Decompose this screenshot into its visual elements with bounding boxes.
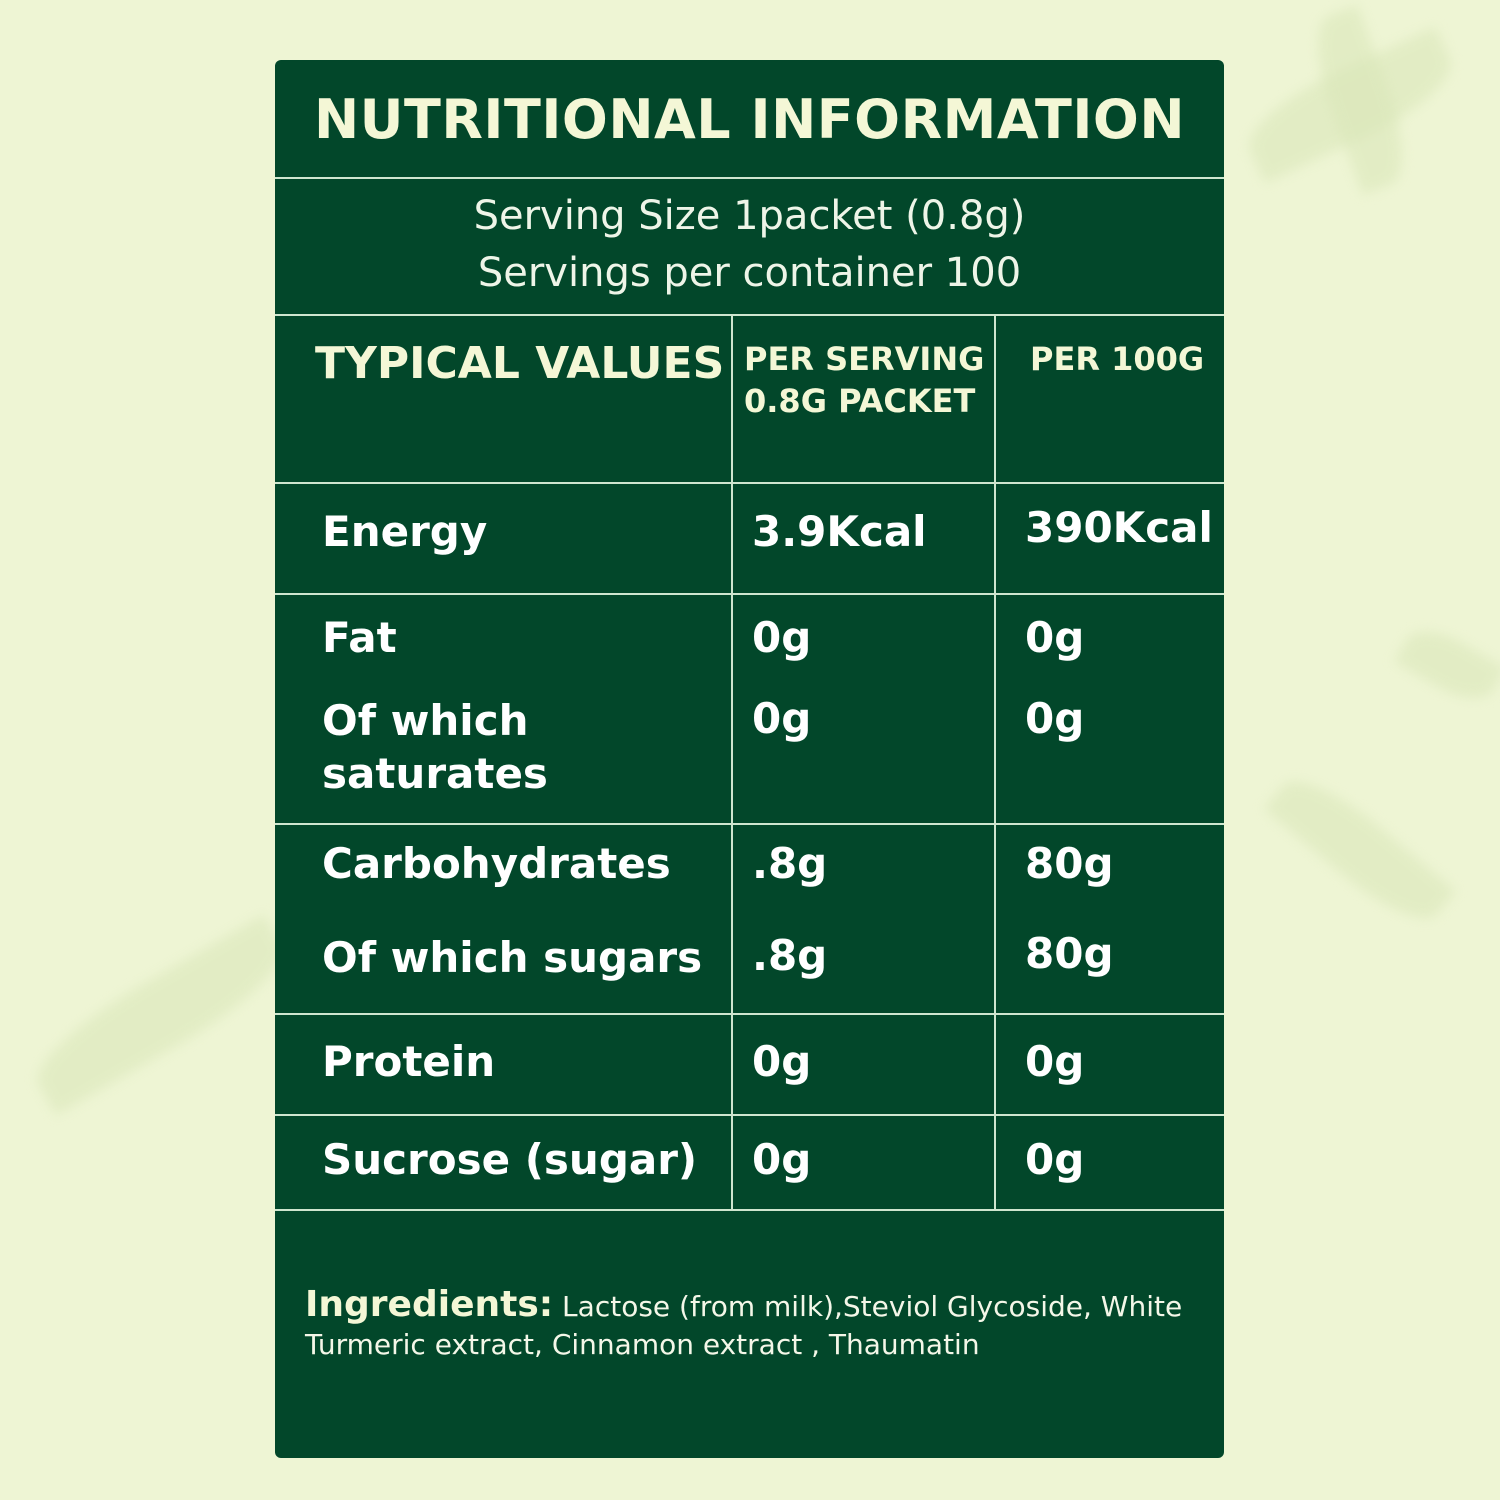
saturates-per-serving: 0g bbox=[752, 694, 812, 743]
leaf-decoration bbox=[21, 914, 299, 1116]
sucrose-per-serving: 0g bbox=[752, 1135, 812, 1184]
row-label-sugars: Of which sugars bbox=[322, 933, 703, 982]
header-per-serving-line1: PER SERVING bbox=[744, 340, 985, 378]
divider bbox=[275, 1114, 1224, 1116]
fat-per-100g: 0g bbox=[1025, 613, 1085, 662]
divider bbox=[275, 823, 1224, 825]
serving-size: Serving Size 1packet (0.8g) bbox=[473, 193, 1026, 239]
divider bbox=[275, 1209, 1224, 1211]
row-label-saturates-line1: Of which bbox=[322, 696, 529, 745]
energy-per-serving: 3.9Kcal bbox=[752, 507, 927, 556]
header-per-100g: PER 100G bbox=[1030, 340, 1205, 378]
divider bbox=[275, 314, 1224, 316]
panel-title: NUTRITIONAL INFORMATION bbox=[313, 88, 1186, 151]
ingredients-label: Ingredients: bbox=[305, 1284, 554, 1325]
row-label-fat: Fat bbox=[322, 613, 397, 662]
row-label-sucrose: Sucrose (sugar) bbox=[322, 1135, 698, 1184]
nutrition-panel: NUTRITIONAL INFORMATION Serving Size 1pa… bbox=[275, 60, 1224, 1458]
leaf-decoration bbox=[1394, 618, 1500, 712]
leaf-decoration bbox=[1264, 762, 1456, 938]
divider bbox=[275, 593, 1224, 595]
column-divider bbox=[731, 314, 733, 1210]
ingredients-text-line1: Lactose (from milk),Steviol Glycoside, W… bbox=[553, 1290, 1183, 1323]
saturates-per-100g: 0g bbox=[1025, 694, 1085, 743]
header-typical-values: TYPICAL VALUES bbox=[315, 338, 725, 389]
protein-per-100g: 0g bbox=[1025, 1037, 1085, 1086]
ingredients: Ingredients: Lactose (from milk),Steviol… bbox=[305, 1282, 1205, 1362]
row-label-saturates-line2: saturates bbox=[322, 749, 548, 798]
divider bbox=[275, 1013, 1224, 1015]
divider bbox=[275, 482, 1224, 484]
protein-per-serving: 0g bbox=[752, 1037, 812, 1086]
row-label-carbohydrates: Carbohydrates bbox=[322, 839, 671, 888]
row-label-protein: Protein bbox=[322, 1037, 496, 1086]
row-label-energy: Energy bbox=[322, 507, 488, 556]
energy-per-100g: 390Kcal bbox=[1025, 503, 1213, 552]
divider bbox=[275, 177, 1224, 179]
ingredients-text-line2: Turmeric extract, Cinnamon extract , Tha… bbox=[305, 1328, 980, 1361]
column-divider bbox=[994, 314, 996, 1210]
sugars-per-serving: .8g bbox=[752, 931, 828, 980]
carbohydrates-per-100g: 80g bbox=[1025, 839, 1114, 888]
carbohydrates-per-serving: .8g bbox=[752, 839, 828, 888]
sucrose-per-100g: 0g bbox=[1025, 1135, 1085, 1184]
fat-per-serving: 0g bbox=[752, 613, 812, 662]
header-per-serving-line2: 0.8G PACKET bbox=[744, 382, 976, 420]
servings-per-container: Servings per container 100 bbox=[477, 250, 1022, 296]
sugars-per-100g: 80g bbox=[1025, 929, 1114, 978]
